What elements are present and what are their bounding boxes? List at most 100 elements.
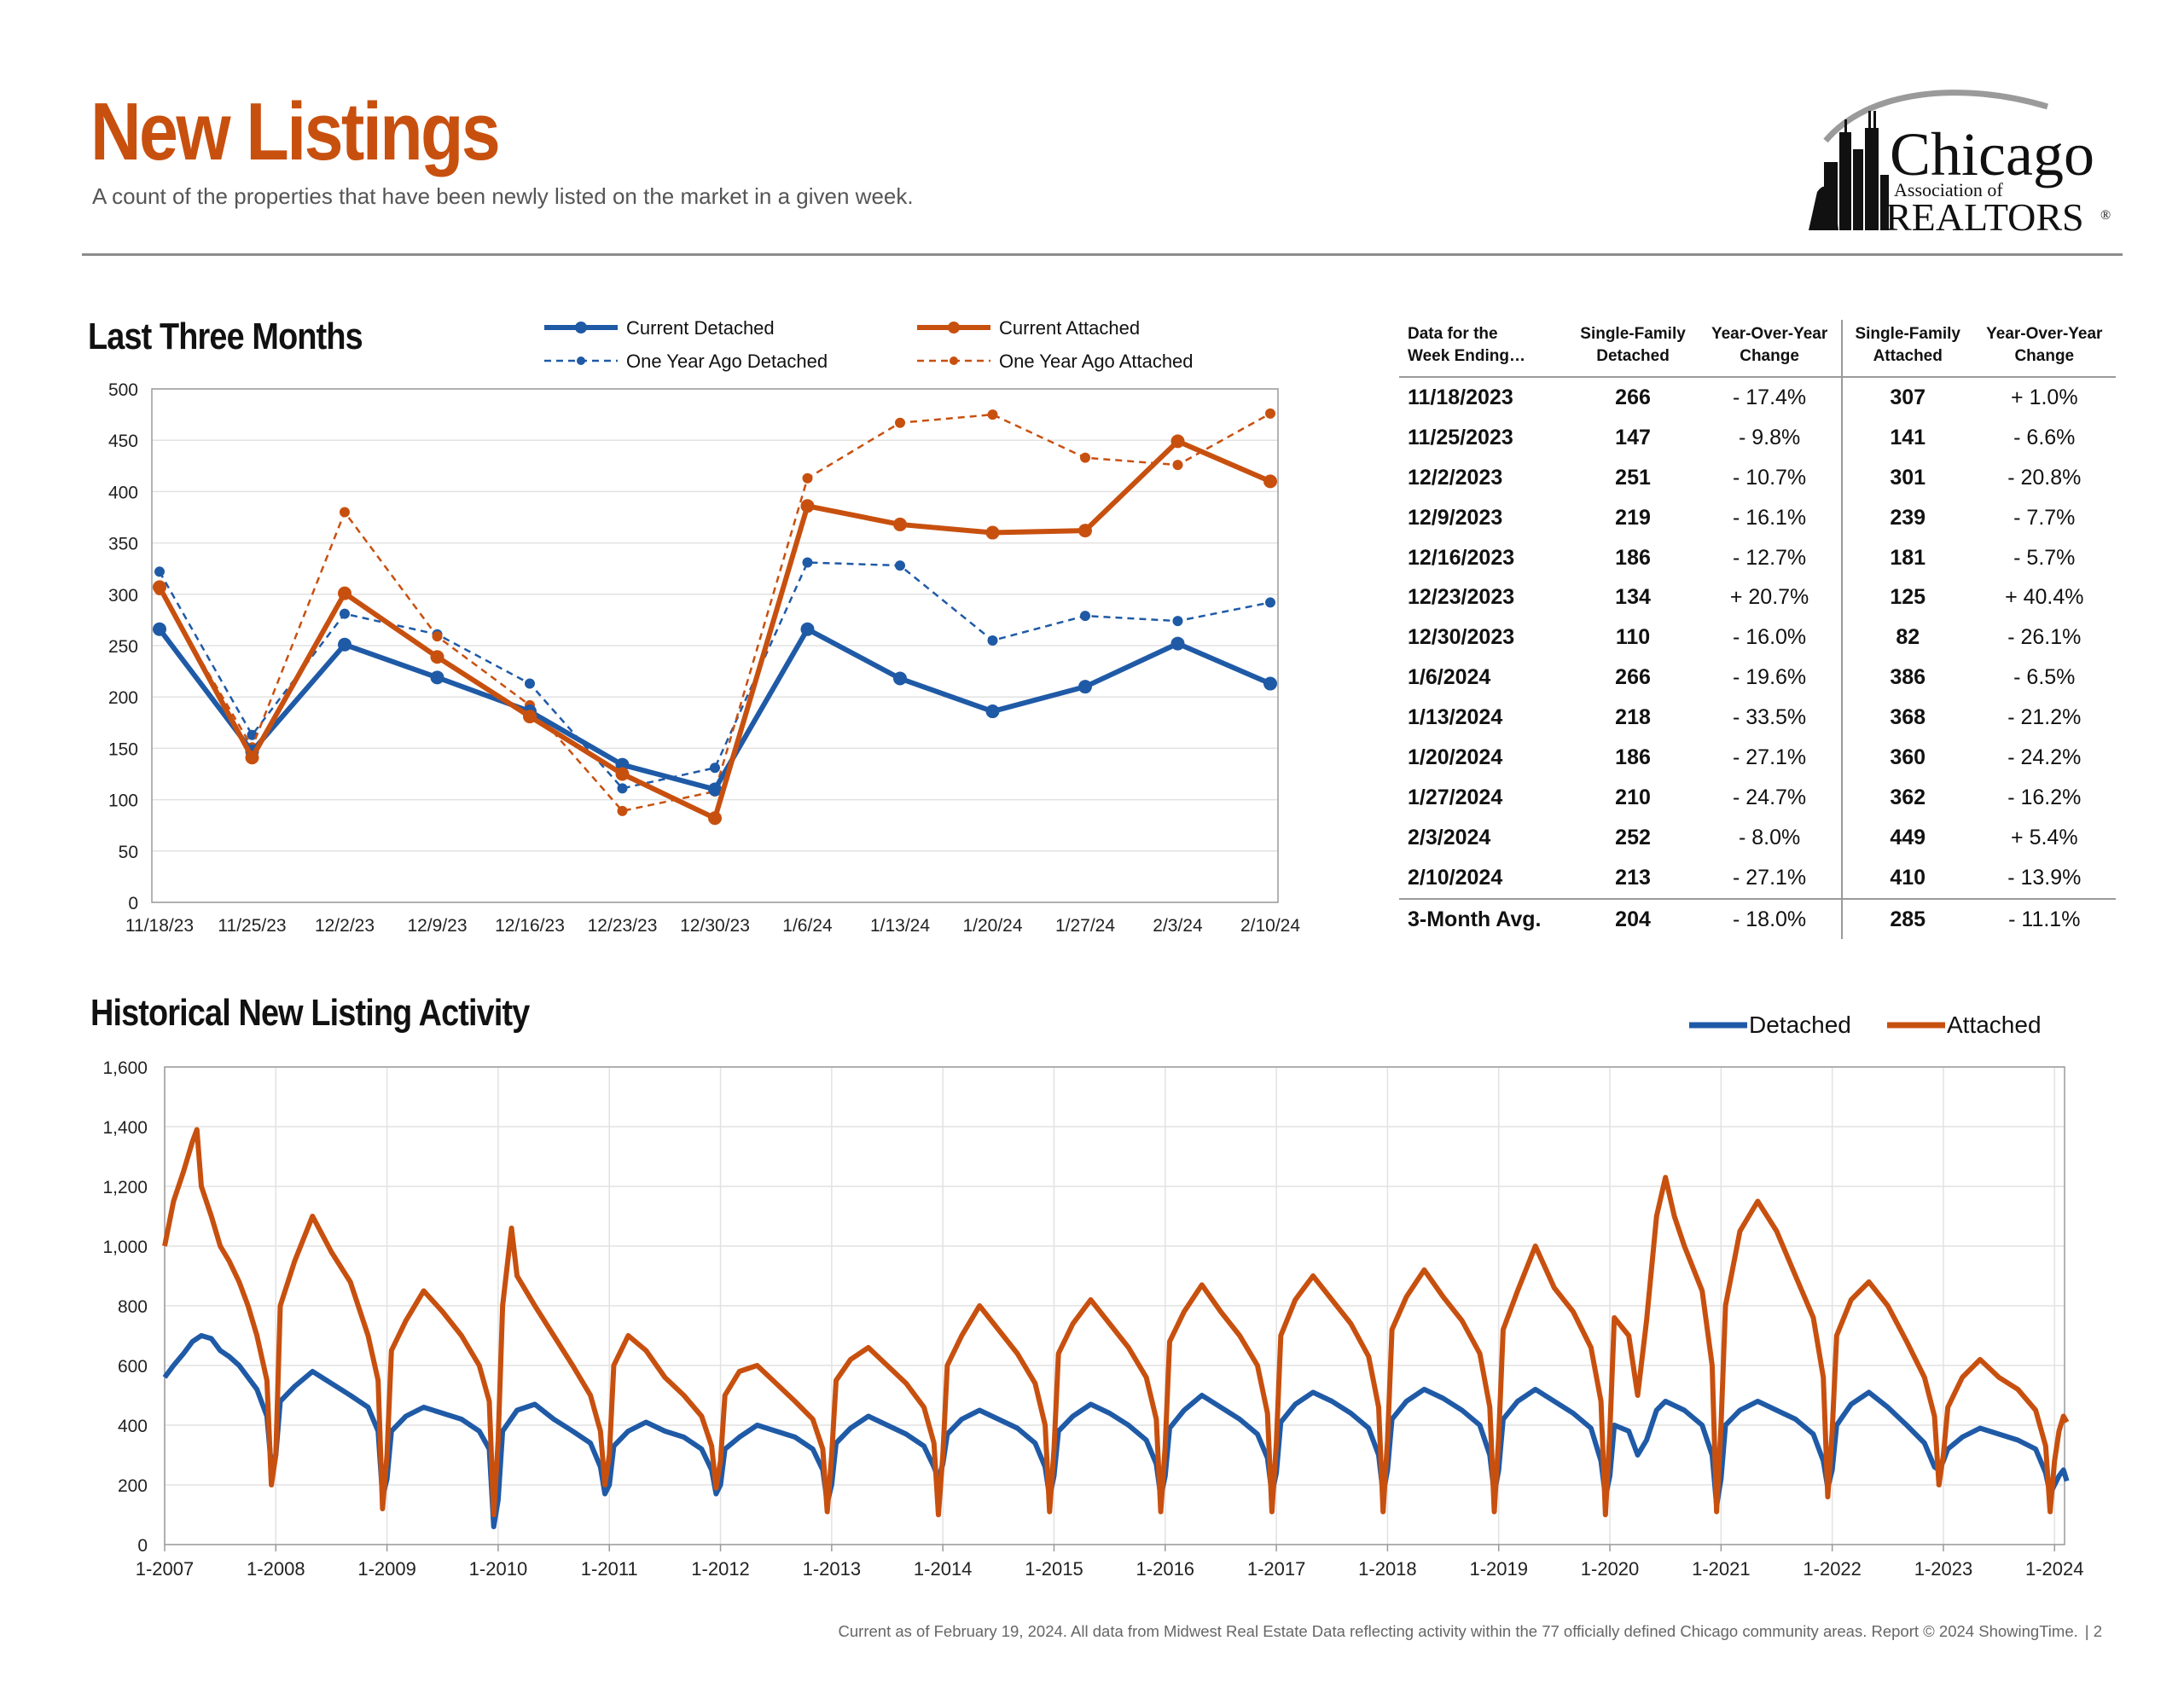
data-point: [710, 762, 720, 774]
x-tick-label: 12/23/23: [588, 916, 658, 936]
cell-attached-yoy: - 5.7%: [2013, 545, 2076, 570]
data-point: [617, 783, 628, 794]
last-three-months-chart: 0 50 100 150 200 250 300 350 400 450 500 11/18/23 11…: [108, 317, 1300, 936]
x-tick-label: 1-2021: [1692, 1558, 1751, 1580]
legend-label: Attached: [1947, 1012, 2042, 1038]
page-number: | 2: [2084, 1622, 2102, 1640]
cell-detached-yoy: - 33.5%: [1698, 698, 1843, 739]
x-tick-label: 12/16/23: [495, 916, 565, 936]
table-row: 12/2/2023 251 - 10.7% 301 - 20.8%: [1399, 457, 2116, 498]
cell-detached: 252: [1615, 825, 1651, 849]
data-point: [1078, 524, 1092, 538]
logo-line2: Association of: [1894, 179, 2003, 200]
data-point: [340, 608, 350, 619]
cell-attached: 181: [1890, 545, 1926, 570]
y-tick-label: 1,200: [102, 1178, 148, 1197]
data-point: [802, 472, 813, 484]
data-point: [430, 650, 444, 664]
data-point: [1265, 597, 1275, 608]
data-point: [1170, 636, 1185, 651]
x-tick-label: 12/9/23: [407, 916, 467, 936]
data-point: [895, 560, 905, 571]
cell-detached-yoy: - 10.7%: [1698, 457, 1843, 498]
data-point: [430, 670, 444, 685]
cell-attached-yoy: + 1.0%: [2011, 385, 2078, 409]
data-point: [338, 586, 351, 600]
cell-attached: 82: [1896, 625, 1920, 650]
cell-attached: 125: [1890, 585, 1926, 610]
cell-detached-yoy: - 16.0%: [1698, 617, 1843, 658]
data-point: [987, 635, 998, 646]
logo-line3: REALTORS: [1885, 195, 2084, 239]
x-tick-label: 1-2013: [803, 1558, 862, 1580]
cell-attached: 449: [1890, 825, 1926, 849]
y-tick-label: 1,600: [102, 1058, 148, 1078]
cell-detached-yoy: - 27.1%: [1698, 738, 1843, 778]
data-point: [338, 637, 351, 652]
cell-detached-yoy: + 20.7%: [1698, 577, 1843, 618]
table-row: 1/6/2024 266 - 19.6% 386 - 6.5%: [1399, 658, 2116, 699]
x-tick-label: 1-2008: [247, 1558, 305, 1580]
data-point: [708, 811, 722, 826]
cell-detached: 251: [1615, 465, 1651, 490]
page-subtitle: A count of the properties that have been…: [92, 183, 914, 209]
chicago-realtors-logo: Chicago Association of REALTORS ®: [1809, 90, 2111, 239]
cell-attached: 360: [1890, 745, 1926, 769]
cell-attached-yoy: - 7.7%: [2013, 505, 2076, 530]
data-point: [1172, 460, 1183, 471]
table-row: 1/20/2024 186 - 27.1% 360 - 24.2%: [1399, 738, 2116, 778]
legend-label: Current Detached: [626, 317, 775, 339]
data-point: [617, 805, 628, 816]
table-row: 12/30/2023 110 - 16.0% 82 - 26.1%: [1399, 617, 2116, 658]
col-week: Data for the Week Ending…: [1399, 320, 1568, 378]
cell-week: 2/10/2024: [1408, 865, 1503, 890]
y-tick-label: 600: [118, 1357, 148, 1377]
y-tick-label: 500: [108, 380, 138, 400]
legend-marker: [950, 357, 958, 365]
cell-detached-yoy: - 19.6%: [1698, 658, 1843, 699]
data-point: [153, 580, 166, 594]
table-row: 2/10/2024 213 - 27.1% 410 - 13.9%: [1399, 857, 2116, 899]
y-tick-label: 800: [118, 1297, 148, 1317]
legend-label: Current Attached: [999, 317, 1140, 339]
cell-week: 12/2/2023: [1408, 465, 1503, 490]
cell-week: 12/30/2023: [1408, 625, 1515, 650]
x-tick-label: 1-2020: [1581, 1558, 1640, 1580]
x-tick-label: 1-2015: [1025, 1558, 1083, 1580]
cell-week: 1/27/2024: [1408, 785, 1503, 809]
cell-detached: 213: [1615, 865, 1651, 890]
x-tick-label: 2/3/24: [1153, 916, 1203, 936]
series-line: [158, 412, 1271, 813]
x-tick-label: 1-2024: [2025, 1558, 2084, 1580]
data-point: [1172, 616, 1183, 627]
data-point: [987, 409, 998, 420]
data-point: [893, 517, 907, 531]
cell-detached: 266: [1615, 385, 1651, 409]
series-line-detached: [162, 1333, 2070, 1529]
x-tick-label: 11/18/23: [125, 916, 194, 936]
cell-detached-yoy: - 27.1%: [1698, 857, 1843, 899]
chart1-title: Last Three Months: [88, 316, 363, 357]
y-tick-label: 0: [128, 894, 138, 913]
table-row: 1/13/2024 218 - 33.5% 368 - 21.2%: [1399, 698, 2116, 739]
x-tick-label: 1/13/24: [870, 916, 930, 936]
cell-attached-yoy: - 24.2%: [2007, 745, 2082, 769]
cell-attached: 141: [1890, 425, 1926, 449]
cell-detached: 110: [1615, 625, 1651, 650]
x-tick-label: 1-2012: [691, 1558, 750, 1580]
x-tick-label: 1/27/24: [1055, 916, 1115, 936]
cell-week: 1/13/2024: [1408, 705, 1503, 730]
x-tick-label: 1-2009: [357, 1558, 416, 1580]
x-tick-label: 1-2019: [1469, 1558, 1528, 1580]
logo-mark: ®: [2100, 208, 2111, 223]
cell-week: 11/25/2023: [1408, 425, 1513, 449]
x-tick-label: 1-2023: [1914, 1558, 1973, 1580]
x-tick-label: 1/6/24: [782, 916, 833, 936]
cell-detached-yoy: - 9.8%: [1698, 417, 1843, 458]
cell-attached-yoy: + 5.4%: [2011, 825, 2078, 849]
x-tick-label: 1-2011: [581, 1558, 638, 1580]
historical-listing-chart: 0 200 400 600 800 1,000 1,200 1,400 1,600 1-2007 1…: [102, 1012, 2084, 1580]
x-tick-label: 1-2017: [1247, 1558, 1306, 1580]
series-line-attached: [162, 1127, 2070, 1517]
cell-detached: 210: [1615, 785, 1651, 809]
